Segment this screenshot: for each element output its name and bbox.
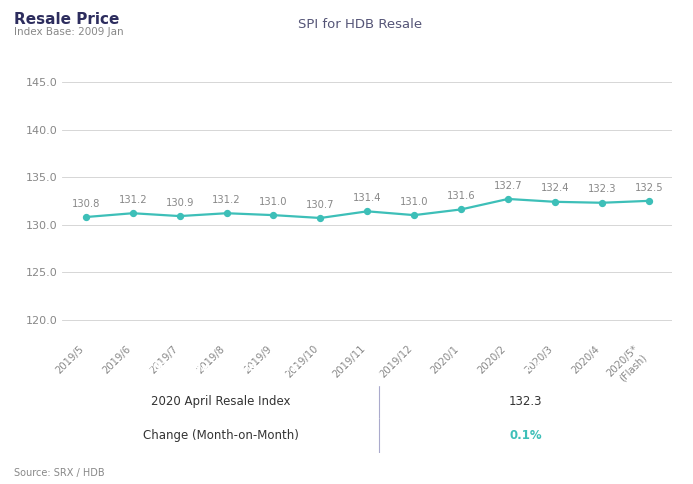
Text: 130.9: 130.9 <box>166 198 194 208</box>
Point <box>409 211 420 219</box>
Text: 132.7: 132.7 <box>493 181 523 191</box>
Text: 132.5: 132.5 <box>507 362 545 374</box>
Text: 130.7: 130.7 <box>306 200 335 210</box>
Text: Change (Month-on-Month): Change (Month-on-Month) <box>143 429 299 442</box>
Point <box>502 195 514 203</box>
Text: Source: SRX / HDB: Source: SRX / HDB <box>14 468 105 478</box>
Text: 132.5: 132.5 <box>635 182 663 193</box>
Text: 130.8: 130.8 <box>71 199 100 209</box>
Point <box>643 197 654 205</box>
Point <box>596 199 607 207</box>
Text: Resale Price: Resale Price <box>14 12 119 27</box>
Text: 132.4: 132.4 <box>541 183 569 194</box>
Text: 2020 April Resale Index: 2020 April Resale Index <box>151 395 290 408</box>
Point <box>362 208 373 215</box>
Point <box>174 212 185 220</box>
Text: 131.0: 131.0 <box>259 197 288 207</box>
Point <box>221 210 232 217</box>
Point <box>315 214 326 222</box>
Text: 2020 May Resale Index: 2020 May Resale Index <box>145 362 297 374</box>
Point <box>455 206 466 213</box>
Point <box>80 213 91 221</box>
Text: Index Base: 2009 Jan: Index Base: 2009 Jan <box>14 27 123 37</box>
Point <box>550 198 561 206</box>
Text: 131.4: 131.4 <box>353 193 382 203</box>
Point <box>128 210 139 217</box>
Text: 131.2: 131.2 <box>119 195 147 205</box>
Text: SPI for HDB Resale: SPI for HDB Resale <box>298 18 423 31</box>
Text: 132.3: 132.3 <box>509 395 543 408</box>
Text: 131.2: 131.2 <box>212 195 241 205</box>
Text: 131.6: 131.6 <box>447 191 475 201</box>
Text: 131.0: 131.0 <box>400 197 428 207</box>
Text: 0.1%: 0.1% <box>509 429 542 442</box>
Text: 132.3: 132.3 <box>588 184 616 195</box>
Point <box>268 211 279 219</box>
